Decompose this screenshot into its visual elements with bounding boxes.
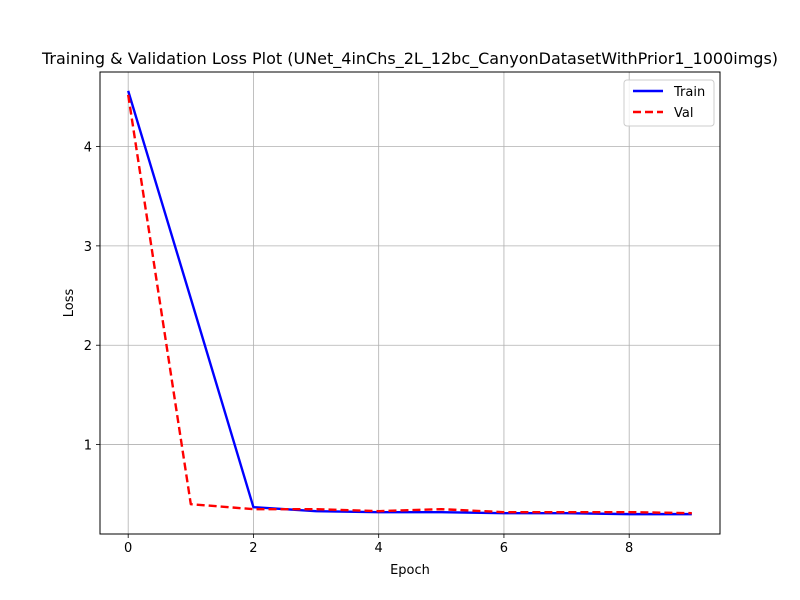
y-tick-label: 2 xyxy=(84,339,92,354)
y-tick-label: 1 xyxy=(84,439,92,454)
x-tick-label: 2 xyxy=(249,541,257,556)
legend-label-train: Train xyxy=(673,85,705,100)
y-tick-label: 3 xyxy=(84,240,92,255)
plot-area-frame xyxy=(99,71,721,535)
x-tick-label: 6 xyxy=(500,541,508,556)
x-axis-ticks: 0 2 4 6 8 xyxy=(124,534,633,556)
chart-title: Training & Validation Loss Plot (UNet_4i… xyxy=(41,49,778,69)
series-line-val xyxy=(126,94,692,515)
legend: Train Val xyxy=(623,79,715,127)
y-axis-ticks: 1 2 3 4 xyxy=(84,141,100,454)
grid-lines xyxy=(100,72,720,534)
y-tick-label: 4 xyxy=(84,141,92,156)
x-axis-label: Epoch xyxy=(390,563,430,578)
x-tick-label: 0 xyxy=(124,541,132,556)
series-layer xyxy=(126,90,692,516)
x-tick-label: 4 xyxy=(375,541,383,556)
series-line-train xyxy=(127,90,692,516)
y-axis-label: Loss xyxy=(62,289,77,318)
x-tick-label: 8 xyxy=(625,541,633,556)
legend-label-val: Val xyxy=(674,106,693,121)
